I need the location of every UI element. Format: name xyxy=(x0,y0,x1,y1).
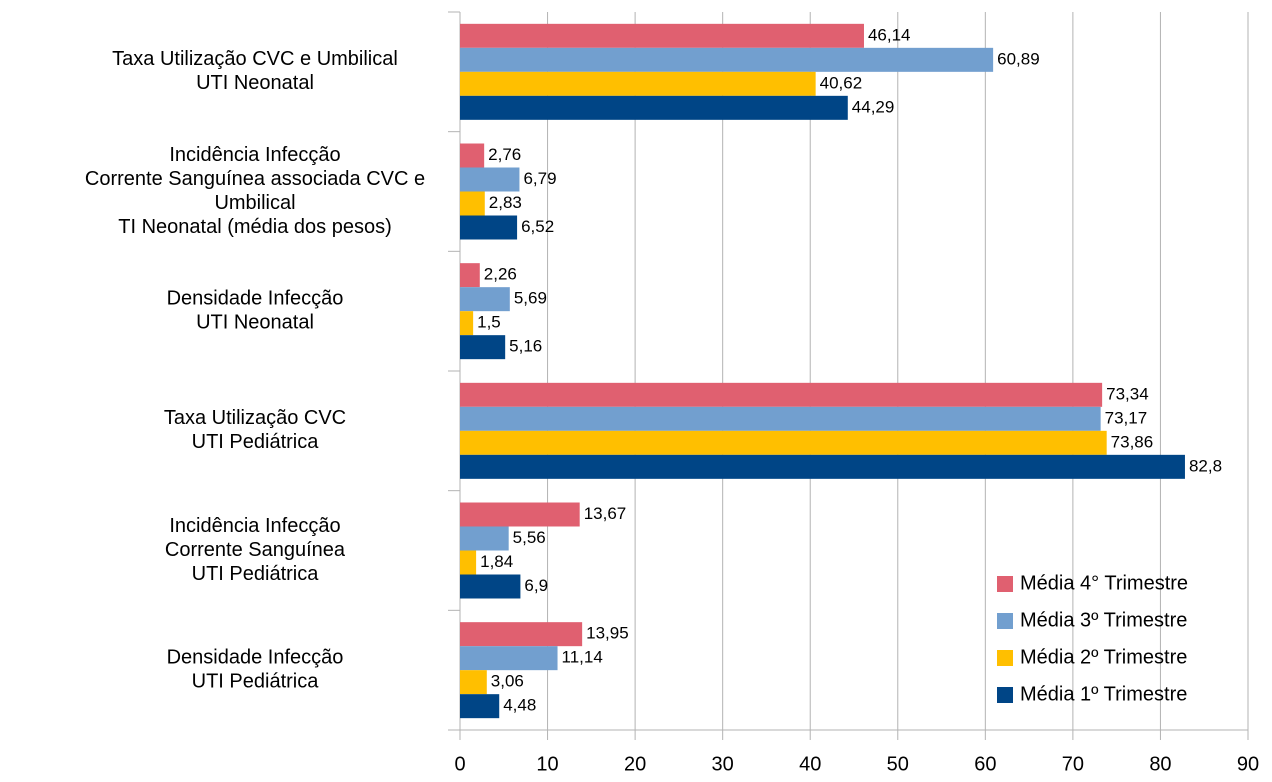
value-label: 2,26 xyxy=(484,265,517,284)
category-label: Taxa Utilização CVC xyxy=(164,407,346,429)
bar xyxy=(460,47,994,72)
bar xyxy=(460,670,487,695)
category-label: Corrente Sanguínea xyxy=(165,539,346,561)
category-label: Incidência Infecção xyxy=(169,144,340,166)
value-label: 82,8 xyxy=(1189,456,1222,475)
bar xyxy=(460,430,1107,455)
value-label: 5,56 xyxy=(513,528,546,547)
category-label: Densidade Infecção xyxy=(167,287,344,309)
value-label: 2,83 xyxy=(489,193,522,212)
value-label: 4,48 xyxy=(503,696,536,715)
x-tick-label: 0 xyxy=(454,753,465,775)
bar xyxy=(460,23,864,48)
value-label: 11,14 xyxy=(562,648,603,667)
value-label: 2,76 xyxy=(488,145,521,164)
value-label: 73,34 xyxy=(1106,384,1149,403)
value-label: 44,29 xyxy=(852,97,895,116)
bar xyxy=(460,550,477,575)
value-label: 13,67 xyxy=(584,504,627,523)
value-label: 46,14 xyxy=(868,25,911,44)
value-label: 73,17 xyxy=(1105,408,1148,427)
bar xyxy=(460,574,521,599)
legend-swatch xyxy=(997,576,1013,592)
x-tick-label: 80 xyxy=(1149,753,1171,775)
category-label: Densidade Infecção xyxy=(167,646,344,668)
value-label: 60,89 xyxy=(997,49,1040,68)
value-label: 1,5 xyxy=(477,313,501,332)
bar xyxy=(460,191,485,216)
value-label: 1,84 xyxy=(480,552,513,571)
x-tick-label: 40 xyxy=(799,753,821,775)
value-label: 3,06 xyxy=(491,672,524,691)
value-label: 6,9 xyxy=(524,576,548,595)
x-tick-label: 20 xyxy=(624,753,646,775)
bar xyxy=(460,382,1103,407)
x-tick-label: 90 xyxy=(1237,753,1259,775)
bar xyxy=(460,335,506,360)
category-label: Umbilical xyxy=(214,192,295,214)
bar xyxy=(460,622,583,647)
value-label: 6,79 xyxy=(523,169,556,188)
category-label: TI Neonatal (média dos pesos) xyxy=(118,216,391,238)
bar xyxy=(460,454,1185,479)
bar xyxy=(460,502,580,527)
legend-label: Média 4° Trimestre xyxy=(1020,572,1188,594)
category-label: Incidência Infecção xyxy=(169,515,340,537)
category-label: UTI Neonatal xyxy=(196,72,314,94)
category-label: Corrente Sanguínea associada CVC e xyxy=(85,168,425,190)
legend-swatch xyxy=(997,613,1013,629)
category-label: UTI Pediátrica xyxy=(192,670,320,692)
value-label: 40,62 xyxy=(820,73,863,92)
legend-label: Média 1º Trimestre xyxy=(1020,683,1187,705)
bar xyxy=(460,311,474,336)
bar xyxy=(460,646,558,671)
value-label: 13,95 xyxy=(586,624,629,643)
legend-label: Média 3º Trimestre xyxy=(1020,609,1187,631)
x-tick-label: 70 xyxy=(1062,753,1084,775)
category-label: UTI Pediátrica xyxy=(192,431,320,453)
bar xyxy=(460,526,509,551)
category-label: UTI Neonatal xyxy=(196,311,314,333)
bar xyxy=(460,287,510,312)
bar xyxy=(460,694,500,719)
bar xyxy=(460,167,520,192)
bar xyxy=(460,406,1101,431)
bar xyxy=(460,263,480,288)
bar xyxy=(460,215,518,240)
x-tick-label: 50 xyxy=(887,753,909,775)
legend-swatch xyxy=(997,687,1013,703)
bar xyxy=(460,143,485,168)
legend-swatch xyxy=(997,650,1013,666)
value-label: 6,52 xyxy=(521,217,554,236)
category-label: Taxa Utilização CVC e Umbilical xyxy=(112,48,398,70)
x-tick-label: 10 xyxy=(536,753,558,775)
category-label: UTI Pediátrica xyxy=(192,563,320,585)
x-tick-label: 30 xyxy=(712,753,734,775)
legend-label: Média 2º Trimestre xyxy=(1020,646,1187,668)
value-label: 73,86 xyxy=(1111,432,1154,451)
value-label: 5,69 xyxy=(514,289,547,308)
value-label: 5,16 xyxy=(509,337,542,356)
bar xyxy=(460,71,816,96)
bar xyxy=(460,95,848,120)
x-tick-label: 60 xyxy=(974,753,996,775)
